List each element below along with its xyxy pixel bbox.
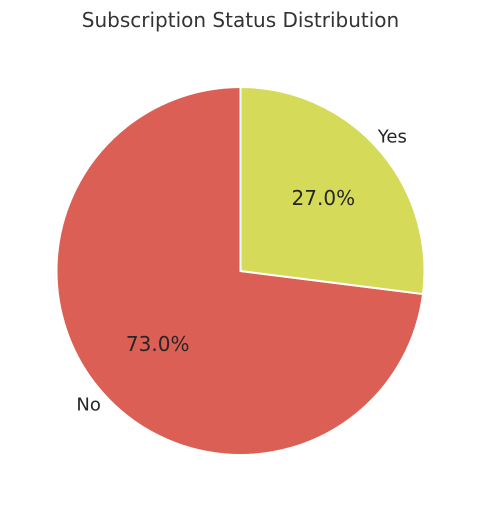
percent-label-yes: 27.0%	[292, 186, 356, 210]
pie-slices	[55, 86, 426, 456]
slice-label-yes: Yes	[377, 127, 407, 148]
chart-title: Subscription Status Distribution	[81, 8, 400, 32]
pie-labels: No 73.0% Yes 27.0%	[76, 127, 406, 416]
pie-slice-yes	[239, 86, 426, 296]
percent-label-no: 73.0%	[126, 332, 190, 356]
slice-label-no: No	[76, 394, 100, 415]
